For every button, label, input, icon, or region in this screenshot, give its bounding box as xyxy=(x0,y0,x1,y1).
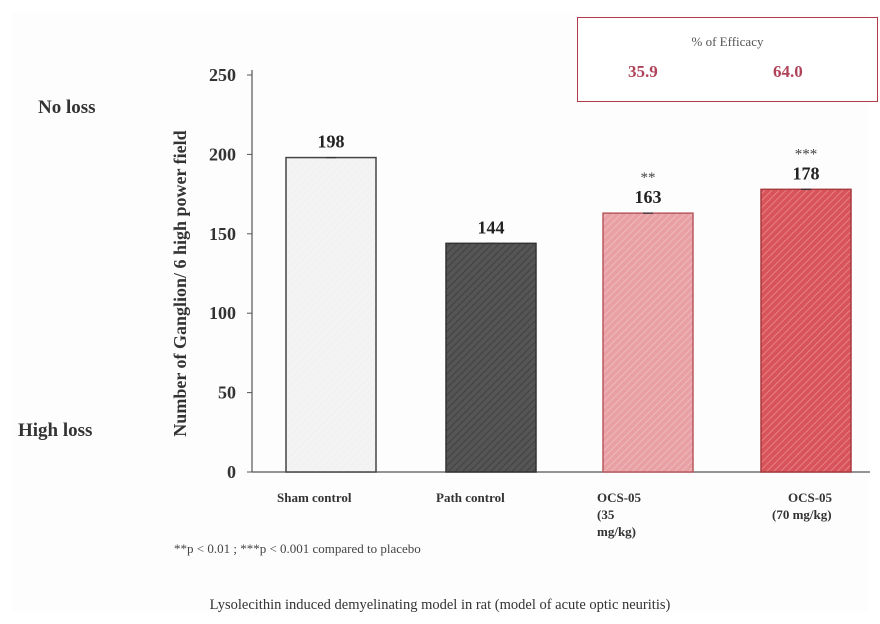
x-category-label: OCS-05 (70 mg/kg) xyxy=(772,489,832,523)
x-category-label-line: (70 mg/kg) xyxy=(772,507,832,522)
y-tick-label: 0 xyxy=(227,462,236,482)
efficacy-value-70mg: 64.0 xyxy=(773,62,803,81)
x-category-label-line: (35 xyxy=(597,507,615,522)
y-tick-label: 150 xyxy=(209,224,236,244)
efficacy-title: % of Efficacy xyxy=(691,34,764,49)
efficacy-value-35mg: 35.9 xyxy=(628,62,658,81)
y-tick-label: 100 xyxy=(209,303,236,323)
data-label: 198 xyxy=(318,132,345,152)
chart-frame xyxy=(12,12,868,612)
y-tick-label: 200 xyxy=(209,144,236,164)
data-label: 178 xyxy=(793,163,820,183)
y-tick-label: 250 xyxy=(209,65,236,85)
no-loss-label: No loss xyxy=(38,97,96,118)
figure-caption: Lysolecithin induced demyelinating model… xyxy=(209,597,671,613)
high-loss-label: High loss xyxy=(18,420,93,441)
y-tick-label: 50 xyxy=(218,383,236,403)
efficacy-box: % of Efficacy 35.9 64.0 xyxy=(577,17,878,102)
x-category-label: OCS-05 (35 mg/kg) xyxy=(597,489,641,540)
x-category-label: Path control xyxy=(436,489,505,506)
x-category-label-line: mg/kg) xyxy=(597,524,636,539)
bar-0 xyxy=(285,156,377,473)
x-category-label-line: OCS-05 xyxy=(788,490,833,505)
bar-1 xyxy=(445,242,537,473)
x-category-label-line: Path control xyxy=(436,490,505,505)
y-axis-title: Number of Ganglion/ 6 high power field xyxy=(170,130,190,436)
data-label: 144 xyxy=(478,217,505,237)
significance-footnote: **p < 0.01 ; ***p < 0.001 compared to pl… xyxy=(174,541,421,556)
bar-3 xyxy=(760,188,852,473)
data-label: 163 xyxy=(635,187,662,207)
bar-2 xyxy=(602,212,694,473)
x-category-label-line: OCS-05 xyxy=(597,490,642,505)
significance-marker: *** xyxy=(795,146,818,162)
x-category-label-line: Sham control xyxy=(277,490,352,505)
x-category-label: Sham control xyxy=(277,489,352,506)
significance-marker: ** xyxy=(641,170,656,186)
